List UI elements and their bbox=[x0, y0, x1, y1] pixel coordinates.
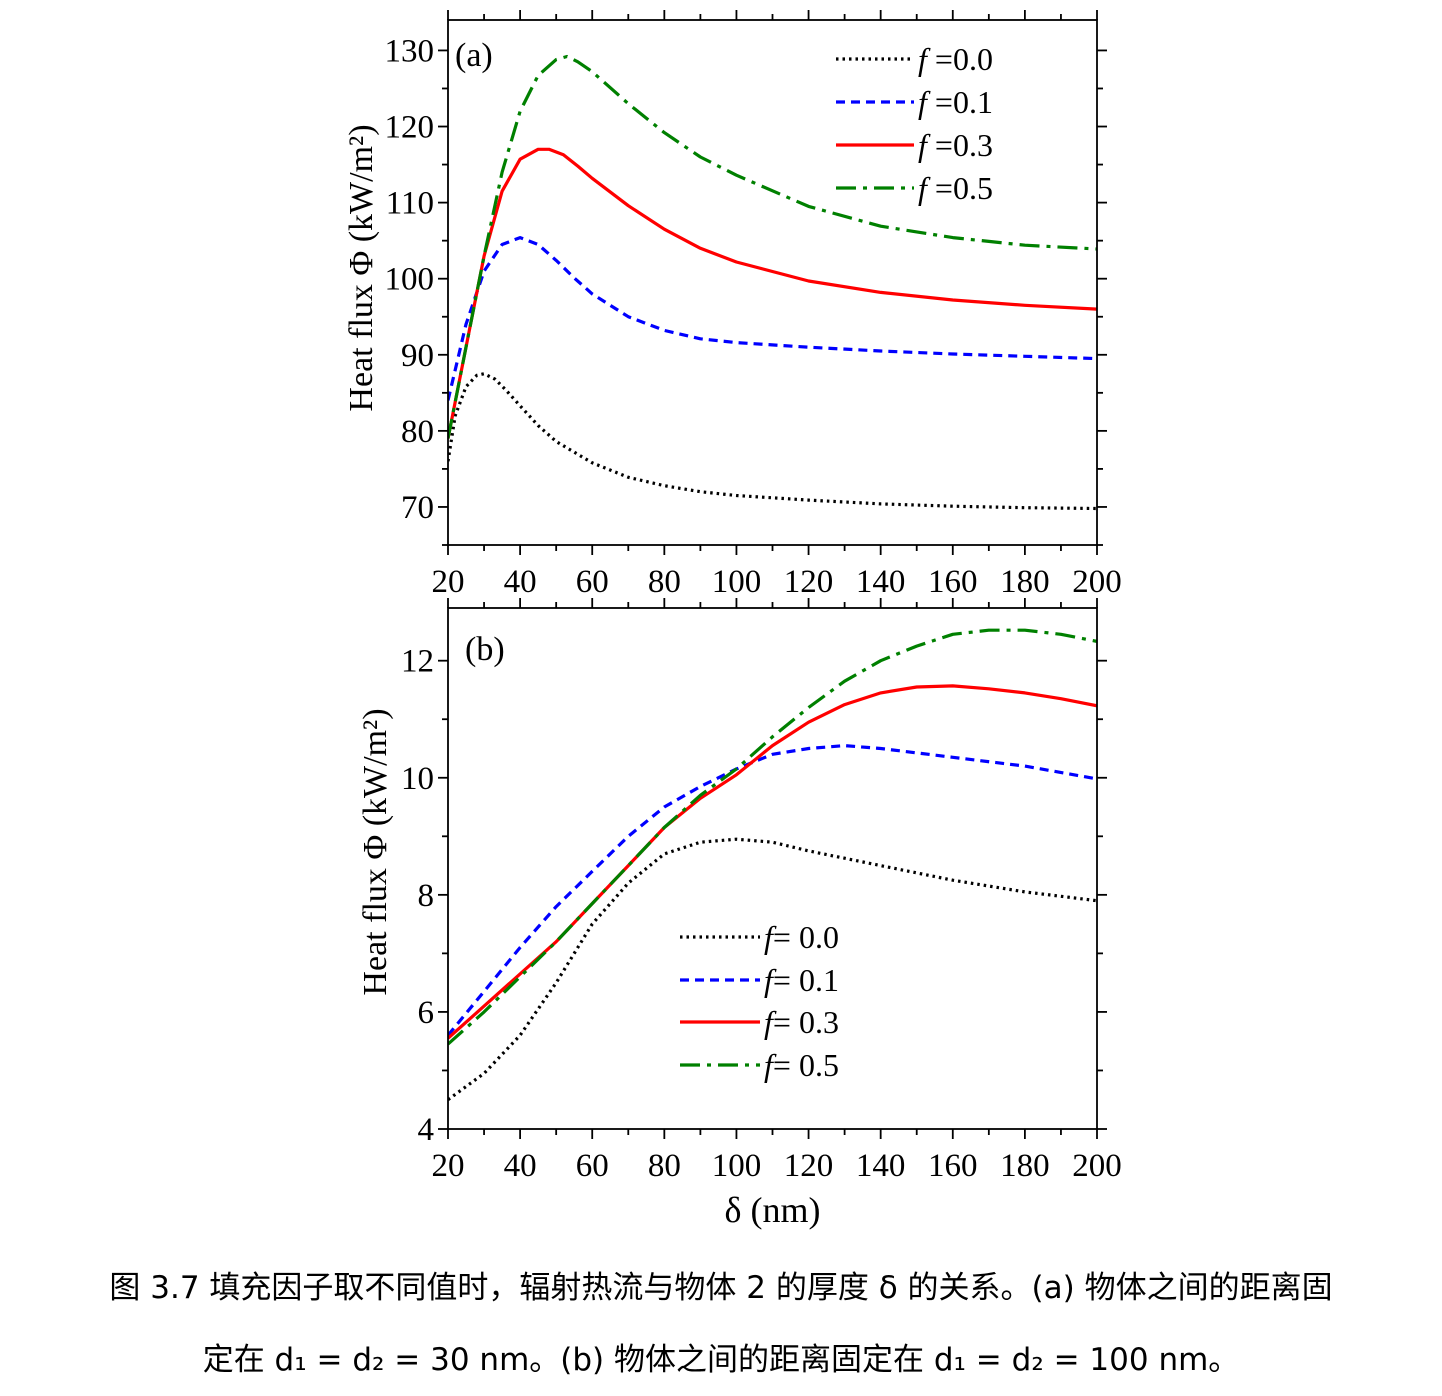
legend: f =0.0 f =0.1 f =0.3 f =0.5 bbox=[836, 41, 993, 206]
series-line-f0-5 bbox=[448, 54, 1097, 439]
series-line-f0-1 bbox=[448, 744, 1097, 1037]
y-tick-label: 110 bbox=[386, 186, 434, 222]
x-tick-label: 60 bbox=[576, 564, 609, 600]
series-line-f0-0 bbox=[448, 837, 1097, 1101]
x-tick-label: 160 bbox=[928, 1148, 978, 1184]
legend-label: f= 0.0 bbox=[764, 919, 839, 955]
x-tick-label: 100 bbox=[712, 564, 762, 600]
series-line-f0-0 bbox=[448, 372, 1097, 511]
legend: f= 0.0 f= 0.1 f= 0.3 f= 0.5 bbox=[680, 919, 839, 1083]
x-tick-label: 180 bbox=[1000, 564, 1050, 600]
x-tick-label: 40 bbox=[504, 1148, 537, 1184]
panel-label: (a) bbox=[455, 37, 493, 74]
legend-label: f =0.5 bbox=[918, 170, 993, 206]
legend-label: f =0.3 bbox=[918, 127, 993, 163]
y-axis-label: Heat flux Φ (kW/m²) bbox=[343, 124, 380, 411]
x-tick-label: 120 bbox=[784, 564, 834, 600]
x-tick-label: 140 bbox=[856, 1148, 906, 1184]
legend-label: f= 0.3 bbox=[764, 1004, 839, 1040]
x-tick-label: 80 bbox=[648, 1148, 681, 1184]
caption-line-2: 定在 d₁ = d₂ = 30 nm。(b) 物体之间的距离固定在 d₁ = d… bbox=[202, 1342, 1240, 1378]
series-line-f0-3 bbox=[448, 147, 1097, 439]
y-tick-label: 90 bbox=[401, 338, 434, 374]
x-tick-label: 160 bbox=[928, 564, 978, 600]
y-tick-label: 4 bbox=[418, 1112, 435, 1148]
series-line-f0-5 bbox=[448, 628, 1097, 1046]
x-tick-label: 20 bbox=[432, 564, 465, 600]
x-tick-label: 140 bbox=[856, 564, 906, 600]
panel-label: (b) bbox=[465, 631, 505, 668]
plot-frame bbox=[447, 19, 1098, 546]
legend-label: f =0.0 bbox=[918, 41, 993, 77]
y-tick-label: 130 bbox=[385, 33, 435, 69]
x-tick-label: 200 bbox=[1072, 564, 1122, 600]
y-tick-label: 10 bbox=[401, 761, 434, 797]
legend-label: f= 0.1 bbox=[764, 962, 839, 998]
x-tick-label: 120 bbox=[784, 1148, 834, 1184]
y-tick-label: 100 bbox=[385, 262, 435, 298]
x-tick-label: 80 bbox=[648, 564, 681, 600]
y-tick-label: 70 bbox=[401, 490, 434, 526]
figure-caption: 图 3.7 填充因子取不同值时，辐射热流与物体 2 的厚度 δ 的关系。(a) … bbox=[0, 1252, 1442, 1396]
series-line-f0-1 bbox=[448, 236, 1097, 401]
x-axis-label: δ (nm) bbox=[725, 1190, 821, 1230]
y-tick-label: 6 bbox=[418, 995, 435, 1031]
legend-label: f =0.1 bbox=[918, 84, 993, 120]
x-tick-label: 40 bbox=[504, 564, 537, 600]
y-tick-label: 80 bbox=[401, 414, 434, 450]
figure: 20 40 60 80 100 120 140 160 180 200 70 80 90 100 110 12… bbox=[343, 10, 1122, 1230]
y-tick-label: 120 bbox=[385, 110, 435, 146]
x-tick-label: 100 bbox=[712, 1148, 762, 1184]
legend-label: f= 0.5 bbox=[764, 1047, 839, 1083]
x-tick-label: 200 bbox=[1072, 1148, 1122, 1184]
y-axis-label: Heat flux Φ (kW/m²) bbox=[357, 708, 394, 995]
panel-a: 20 40 60 80 100 120 140 160 180 200 70 80 90 100 110 12… bbox=[343, 10, 1122, 600]
x-tick-label: 60 bbox=[576, 1148, 609, 1184]
x-tick-label: 20 bbox=[432, 1148, 465, 1184]
series-line-f0-3 bbox=[448, 684, 1097, 1040]
caption-line-1: 图 3.7 填充因子取不同值时，辐射热流与物体 2 的厚度 δ 的关系。(a) … bbox=[109, 1270, 1333, 1306]
y-tick-label: 12 bbox=[401, 644, 434, 680]
x-tick-label: 180 bbox=[1000, 1148, 1050, 1184]
y-tick-label: 8 bbox=[418, 878, 435, 914]
